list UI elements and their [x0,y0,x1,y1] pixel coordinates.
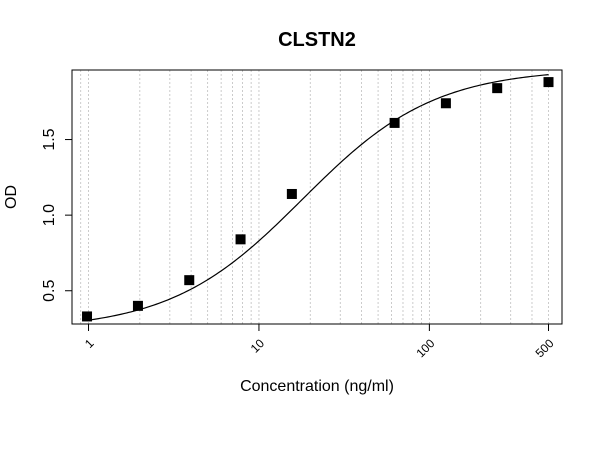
chart-title: CLSTN2 [278,29,356,51]
x-tick-label: 500 [533,336,557,360]
data-point [82,311,93,322]
x-tick-label: 1 [82,336,97,351]
data-point [235,234,246,245]
x-tick-label: 10 [248,336,268,356]
grid-lines [71,70,563,324]
data-point [492,83,503,94]
y-tick-label: 0.5 [41,280,58,302]
x-tick-label: 100 [413,336,437,360]
data-point [132,300,143,311]
y-tick-label: 1.0 [41,204,58,226]
axes: 1 10 100 500 0.5 1.0 1.5 [41,128,557,360]
y-tick-label: 1.5 [41,128,58,150]
y-axis-label: OD [3,185,20,209]
data-point [389,117,400,128]
data-points [82,77,554,322]
data-point [184,275,195,286]
x-axis-label: Concentration (ng/ml) [240,378,394,395]
data-point [543,77,554,88]
data-point [286,188,297,199]
fit-curve [86,74,549,321]
data-point [440,98,451,109]
plot-frame [71,69,563,325]
